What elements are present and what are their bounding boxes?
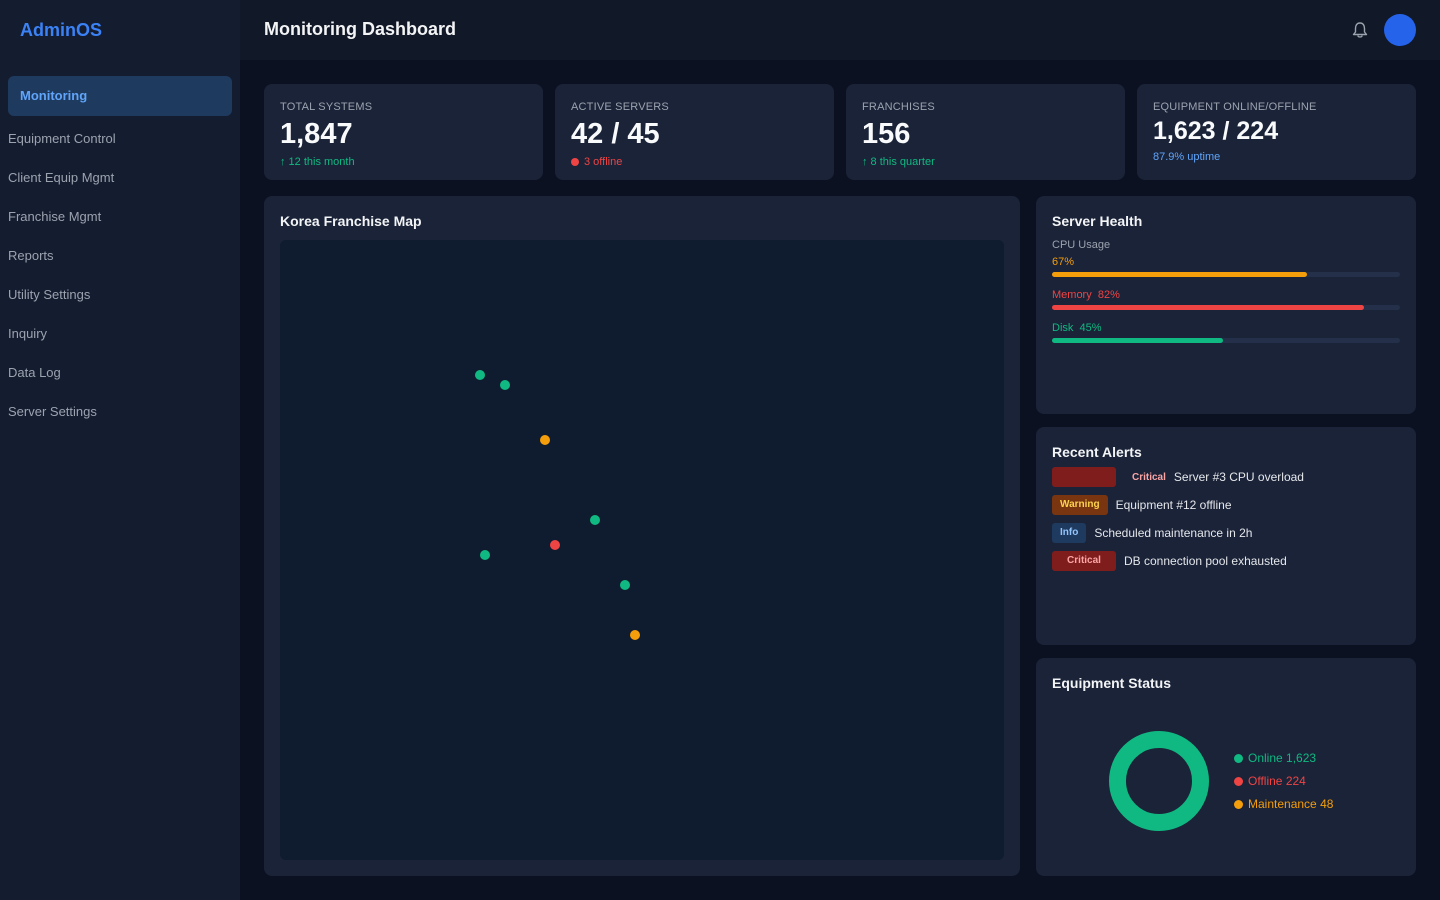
- stat-trend: ↑ 12 this month: [280, 156, 355, 168]
- brand-logo[interactable]: AdminOS: [20, 20, 103, 40]
- top-bar: Monitoring Dashboard: [240, 0, 1440, 60]
- sidebar-item-inquiry[interactable]: Inquiry: [8, 326, 48, 341]
- legend-label: Online: [1248, 751, 1283, 765]
- stat-trend: 87.9% uptime: [1153, 151, 1221, 163]
- maintenance-dot-icon: [1234, 799, 1243, 809]
- map-marker[interactable]: [550, 540, 560, 550]
- disk-value: 45%: [1079, 322, 1102, 334]
- alert-message: Server #3 CPU overload: [1173, 470, 1304, 484]
- disk-label: Disk: [1052, 322, 1074, 334]
- disk-bar-fill: [1052, 338, 1223, 343]
- alert-level: Critical: [1052, 551, 1116, 571]
- map-marker[interactable]: [500, 380, 510, 390]
- legend-maintenance: Maintenance 48: [1234, 797, 1333, 811]
- stat-value: 156: [862, 118, 911, 150]
- online-dot-icon: [1234, 753, 1243, 763]
- alert-message: Equipment #12 offline: [1115, 498, 1232, 512]
- stat-card-active-servers: ACTIVE SERVERS 42 / 45 3 offline: [555, 84, 834, 180]
- legend-value: 48: [1320, 797, 1334, 811]
- stat-trend-text: 3 offline: [584, 156, 623, 168]
- bell-icon[interactable]: [1350, 20, 1370, 40]
- equipment-donut-chart: [1109, 731, 1209, 831]
- cpu-usage-label: CPU Usage: [1052, 239, 1111, 251]
- stat-card-equipment-online-offline: EQUIPMENT ONLINE/OFFLINE 1,623 / 224 87.…: [1137, 84, 1416, 180]
- sidebar-item-client-equip-mgmt[interactable]: Client Equip Mgmt: [8, 170, 115, 185]
- stat-label: EQUIPMENT ONLINE/OFFLINE: [1153, 101, 1317, 113]
- stat-label: TOTAL SYSTEMS: [280, 101, 373, 113]
- sidebar-item-server-settings[interactable]: Server Settings: [8, 404, 97, 419]
- card-title: Recent Alerts: [1052, 444, 1142, 460]
- server-health-card: Server Health CPU Usage 67% Memory 82% D…: [1036, 196, 1416, 414]
- alert-message: DB connection pool exhausted: [1124, 554, 1287, 568]
- stat-value: 42 / 45: [571, 118, 660, 150]
- map-marker[interactable]: [620, 580, 630, 590]
- sidebar-item-franchise-mgmt[interactable]: Franchise Mgmt: [8, 209, 102, 224]
- memory-bar: [1052, 305, 1400, 310]
- stat-label: ACTIVE SERVERS: [571, 101, 669, 113]
- sidebar-item-monitoring[interactable]: Monitoring: [8, 76, 232, 116]
- legend-offline: Offline 224: [1234, 774, 1306, 788]
- card-title: Equipment Status: [1052, 675, 1172, 691]
- alert-item[interactable]: Critical DB connection pool exhausted: [1052, 551, 1287, 571]
- stat-label: FRANCHISES: [862, 101, 935, 113]
- offline-dot-icon: [1234, 776, 1243, 786]
- alert-badge-empty: [1052, 467, 1116, 487]
- sidebar-nav: Monitoring Equipment Control Client Equi…: [8, 76, 232, 431]
- disk-row: Disk 45%: [1052, 322, 1102, 334]
- sidebar: AdminOS Monitoring Equipment Control Cli…: [0, 0, 240, 900]
- sidebar-item-equipment-control[interactable]: Equipment Control: [8, 131, 116, 146]
- alert-level: Warning: [1052, 495, 1108, 515]
- cpu-usage-bar: [1052, 272, 1400, 277]
- map-marker[interactable]: [590, 515, 600, 525]
- alert-item[interactable]: Critical Server #3 CPU overload: [1052, 467, 1304, 487]
- card-title: Korea Franchise Map: [280, 213, 422, 229]
- cpu-usage-value: 67%: [1052, 256, 1075, 268]
- sidebar-item-data-log[interactable]: Data Log: [8, 365, 61, 380]
- recent-alerts-card: Recent Alerts Critical Server #3 CPU ove…: [1036, 427, 1416, 645]
- memory-value: 82%: [1097, 289, 1120, 301]
- legend-online: Online 1,623: [1234, 751, 1316, 765]
- memory-label: Memory: [1052, 289, 1092, 301]
- offline-dot-icon: [571, 158, 579, 166]
- alert-level: Info: [1052, 523, 1087, 543]
- stat-card-franchises: FRANCHISES 156 ↑ 8 this quarter: [846, 84, 1125, 180]
- memory-bar-fill: [1052, 305, 1365, 310]
- map-marker[interactable]: [630, 630, 640, 640]
- map-marker[interactable]: [480, 550, 490, 560]
- franchise-map[interactable]: [280, 240, 1004, 860]
- stat-value: 1,847: [280, 118, 353, 150]
- legend-label: Offline: [1248, 774, 1283, 788]
- alert-level: Critical: [1132, 471, 1166, 483]
- stat-value: 1,623 / 224: [1153, 117, 1279, 145]
- equipment-status-card: Equipment Status Online 1,623 Offline 22…: [1036, 658, 1416, 876]
- franchise-map-card: Korea Franchise Map: [264, 196, 1020, 876]
- donut-segment-online: [1109, 731, 1209, 831]
- map-marker[interactable]: [540, 435, 550, 445]
- avatar[interactable]: [1384, 14, 1416, 46]
- page-title: Monitoring Dashboard: [264, 19, 456, 39]
- memory-row: Memory 82%: [1052, 289, 1120, 301]
- alert-item[interactable]: Info Scheduled maintenance in 2h: [1052, 523, 1252, 543]
- sidebar-item-utility-settings[interactable]: Utility Settings: [8, 287, 91, 302]
- stat-card-total-systems: TOTAL SYSTEMS 1,847 ↑ 12 this month: [264, 84, 543, 180]
- sidebar-item-reports[interactable]: Reports: [8, 248, 54, 263]
- legend-label: Maintenance: [1248, 797, 1317, 811]
- cpu-usage-bar-fill: [1052, 272, 1308, 277]
- stat-trend: 3 offline: [571, 156, 622, 168]
- stat-trend: ↑ 8 this quarter: [862, 156, 935, 168]
- alert-message: Scheduled maintenance in 2h: [1094, 526, 1253, 540]
- alert-item[interactable]: Warning Equipment #12 offline: [1052, 495, 1232, 515]
- legend-value: 1,623: [1286, 751, 1317, 765]
- legend-value: 224: [1285, 774, 1306, 788]
- disk-bar: [1052, 338, 1400, 343]
- map-marker[interactable]: [475, 370, 485, 380]
- card-title: Server Health: [1052, 213, 1143, 229]
